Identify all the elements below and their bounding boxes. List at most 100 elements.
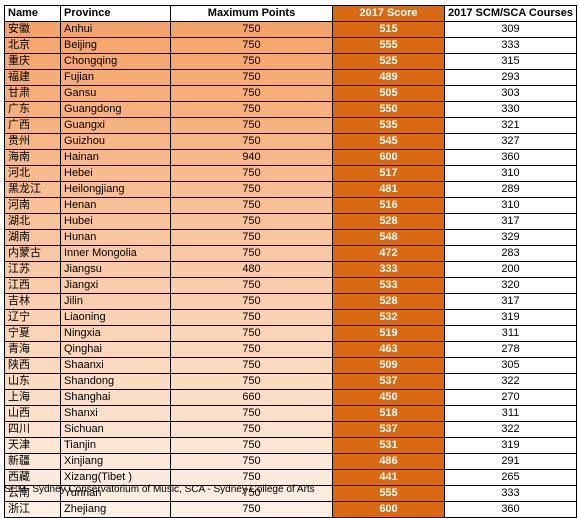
cell-2017-courses: 330 (444, 101, 577, 118)
cell-province: Fujian (60, 69, 171, 86)
cell-name: 山西 (4, 405, 61, 422)
cell-2017-courses: 319 (444, 437, 577, 454)
cell-2017-courses: 270 (444, 389, 577, 406)
table-row: 广东 Guangdong 750 550 330 (4, 101, 577, 118)
header-2017-courses: 2017 SCM/SCA Courses (444, 5, 577, 22)
cell-2017-courses: 303 (444, 85, 577, 102)
table-row: 河南 Henan 750 516 310 (4, 197, 577, 214)
cell-province: Yunnan (60, 485, 171, 502)
cell-name: 山东 (4, 373, 61, 390)
cell-2017-courses: 360 (444, 149, 577, 166)
cell-province: Gansu (60, 85, 171, 102)
cell-2017-score: 550 (332, 101, 445, 118)
cell-2017-courses: 293 (444, 69, 577, 86)
cell-name: 青海 (4, 341, 61, 358)
cell-name: 广西 (4, 117, 61, 134)
cell-maximum-points: 750 (170, 21, 333, 38)
cell-name: 云南 (4, 485, 61, 502)
cell-maximum-points: 750 (170, 501, 333, 518)
cell-2017-score: 600 (332, 501, 445, 518)
cell-maximum-points: 750 (170, 117, 333, 134)
table-row: 浙江 Zhejiang 750 600 360 (4, 501, 577, 518)
cell-name: 河南 (4, 197, 61, 214)
cell-2017-score: 489 (332, 69, 445, 86)
cell-2017-courses: 315 (444, 53, 577, 70)
cell-maximum-points: 750 (170, 277, 333, 294)
cell-2017-score: 535 (332, 117, 445, 134)
cell-2017-courses: 265 (444, 469, 577, 486)
cell-name: 吉林 (4, 293, 61, 310)
cell-province: Xinjiang (60, 453, 171, 470)
table-row: 陕西 Shaanxi 750 509 305 (4, 357, 577, 374)
cell-province: Inner Mongolia (60, 245, 171, 262)
table-row: 安徽 Anhui 750 515 309 (4, 21, 577, 38)
cell-2017-score: 548 (332, 229, 445, 246)
table-row: 贵州 Guizhou 750 545 327 (4, 133, 577, 150)
cell-province: Heilongjiang (60, 181, 171, 198)
cell-2017-courses: 322 (444, 421, 577, 438)
cell-province: Qinghai (60, 341, 171, 358)
cell-name: 黑龙江 (4, 181, 61, 198)
cell-maximum-points: 750 (170, 181, 333, 198)
cell-maximum-points: 940 (170, 149, 333, 166)
cell-2017-courses: 278 (444, 341, 577, 358)
cell-name: 宁夏 (4, 325, 61, 342)
cell-maximum-points: 750 (170, 405, 333, 422)
table-row: 新疆 Xinjiang 750 486 291 (4, 453, 577, 470)
cell-province: Jiangxi (60, 277, 171, 294)
score-table: Name Province Maximum Points 2017 Score … (4, 5, 577, 518)
table-row: 上海 Shanghai 660 450 270 (4, 389, 577, 406)
cell-name: 河北 (4, 165, 61, 182)
cell-maximum-points: 480 (170, 261, 333, 278)
header-row: Name Province Maximum Points 2017 Score … (4, 5, 577, 22)
cell-maximum-points: 750 (170, 165, 333, 182)
cell-maximum-points: 750 (170, 85, 333, 102)
cell-2017-score: 481 (332, 181, 445, 198)
cell-2017-courses: 321 (444, 117, 577, 134)
table-row: 山西 Shanxi 750 518 311 (4, 405, 577, 422)
cell-2017-score: 450 (332, 389, 445, 406)
cell-province: Xizang(Tibet ) (60, 469, 171, 486)
cell-name: 重庆 (4, 53, 61, 70)
cell-name: 西藏 (4, 469, 61, 486)
table-row: 宁夏 Ningxia 750 519 311 (4, 325, 577, 342)
table-row: 江苏 Jiangsu 480 333 200 (4, 261, 577, 278)
cell-name: 内蒙古 (4, 245, 61, 262)
cell-province: Shandong (60, 373, 171, 390)
cell-2017-courses: 333 (444, 37, 577, 54)
cell-2017-score: 537 (332, 373, 445, 390)
cell-maximum-points: 750 (170, 197, 333, 214)
cell-name: 天津 (4, 437, 61, 454)
cell-2017-score: 532 (332, 309, 445, 326)
cell-province: Sichuan (60, 421, 171, 438)
cell-province: Anhui (60, 21, 171, 38)
cell-name: 北京 (4, 37, 61, 54)
cell-2017-score: 441 (332, 469, 445, 486)
table-row: 天津 Tianjin 750 531 319 (4, 437, 577, 454)
cell-2017-courses: 310 (444, 197, 577, 214)
cell-maximum-points: 750 (170, 453, 333, 470)
cell-2017-courses: 329 (444, 229, 577, 246)
table-row: 海南 Hainan 940 600 360 (4, 149, 577, 166)
table-row: 北京 Beijing 750 555 333 (4, 37, 577, 54)
cell-2017-score: 555 (332, 485, 445, 502)
cell-name: 安徽 (4, 21, 61, 38)
cell-name: 辽宁 (4, 309, 61, 326)
cell-name: 福建 (4, 69, 61, 86)
cell-province: Liaoning (60, 309, 171, 326)
header-maximum-points: Maximum Points (170, 5, 333, 22)
cell-2017-score: 600 (332, 149, 445, 166)
table-row: 福建 Fujian 750 489 293 (4, 69, 577, 86)
cell-province: Hunan (60, 229, 171, 246)
cell-2017-courses: 305 (444, 357, 577, 374)
cell-name: 浙江 (4, 501, 61, 518)
cell-2017-score: 518 (332, 405, 445, 422)
cell-2017-score: 333 (332, 261, 445, 278)
cell-2017-courses: 289 (444, 181, 577, 198)
table-row: 河北 Hebei 750 517 310 (4, 165, 577, 182)
cell-2017-score: 528 (332, 293, 445, 310)
cell-2017-score: 555 (332, 37, 445, 54)
cell-province: Shanxi (60, 405, 171, 422)
cell-province: Guangdong (60, 101, 171, 118)
header-name: Name (4, 5, 61, 22)
